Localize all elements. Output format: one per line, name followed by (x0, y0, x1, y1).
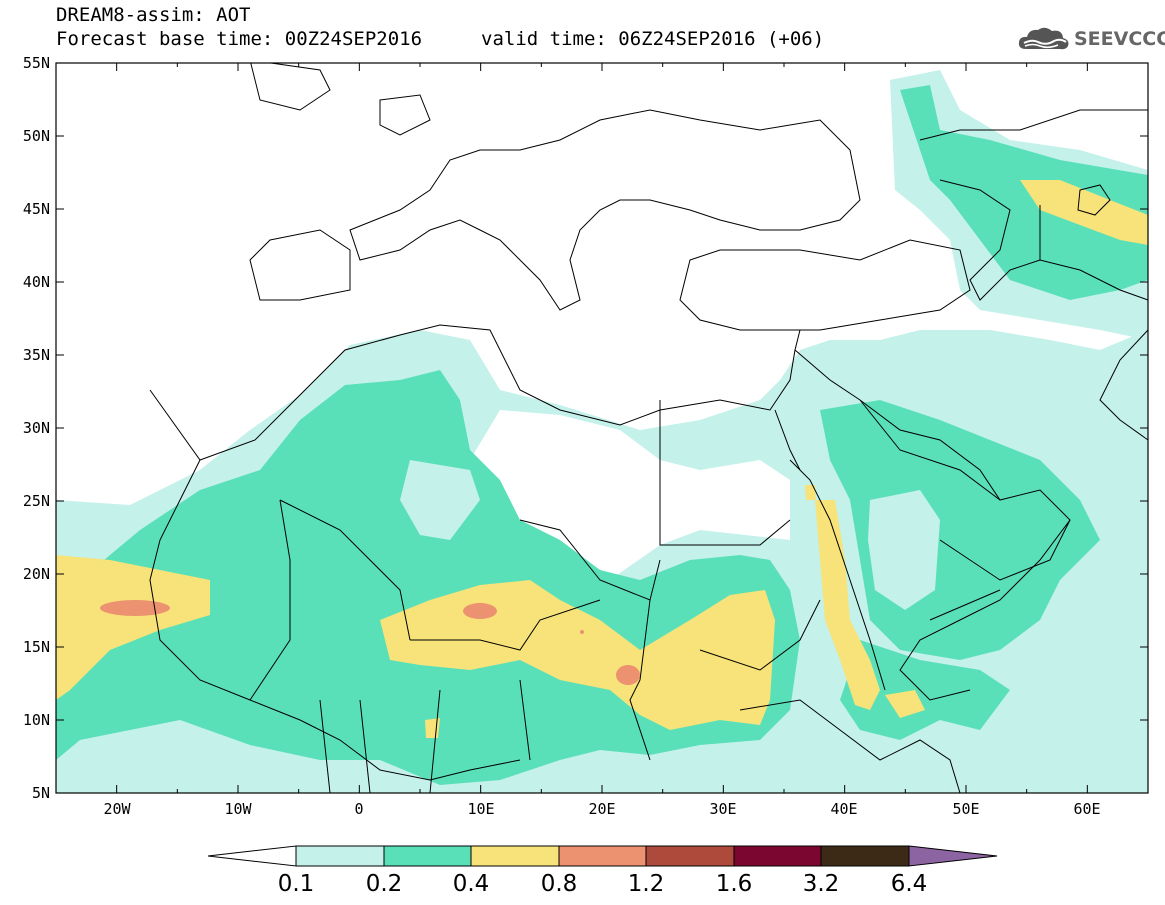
colorbar-label-0.4: 0.4 (452, 871, 490, 897)
colorbar-swatch-1.6 (733, 845, 822, 867)
lat-label-35n: 35N (22, 346, 50, 364)
colorbar-label-1.2: 1.2 (627, 871, 665, 897)
colorbar-swatch-0.1 (295, 845, 385, 867)
valid-time: valid time: 06Z24SEP2016 (+06) (481, 28, 825, 50)
lat-label-10n: 10N (22, 711, 50, 729)
map-title: DREAM8-assim: AOT (56, 4, 251, 26)
colorbar-label-0.2: 0.2 (365, 871, 403, 897)
lat-label-30n: 30N (22, 419, 50, 437)
lon-label-50e: 50E (952, 800, 980, 818)
lat-label-55n: 55N (22, 54, 50, 72)
logo-text: SEEVCCC (1074, 28, 1165, 50)
lon-label-20w: 20W (103, 800, 131, 818)
lon-label-0: 0 (354, 800, 364, 818)
lon-label-60e: 60E (1073, 800, 1101, 818)
cloud-icon (1018, 27, 1069, 50)
lat-label-25n: 25N (22, 492, 50, 510)
lat-label-20n: 20N (22, 565, 50, 583)
lat-label-50n: 50N (22, 127, 50, 145)
lat-label-40n: 40N (22, 273, 50, 291)
forecast-base-time: Forecast base time: 00Z24SEP2016 (56, 28, 423, 50)
aot-band-0.8 (100, 600, 640, 685)
lon-label-10e: 10E (467, 800, 495, 818)
colorbar-label-1.6: 1.6 (715, 871, 753, 897)
lon-label-20e: 20E (588, 800, 616, 818)
coastlines-borders (149, 63, 1148, 793)
colorbar-low-arrow (207, 845, 297, 867)
colorbar-swatch-0.4 (470, 845, 560, 867)
colorbar-label-0.1: 0.1 (277, 871, 315, 897)
colorbar-swatch-3.2 (820, 845, 910, 867)
colorbar-label-0.8: 0.8 (540, 871, 578, 897)
aot-hole-arabia (868, 490, 940, 610)
lon-label-30e: 30E (709, 800, 737, 818)
colorbar-label-3.2: 3.2 (802, 871, 840, 897)
colorbar (207, 845, 998, 867)
lat-label-15n: 15N (22, 638, 50, 656)
lon-label-10w: 10W (224, 800, 252, 818)
lat-label-45n: 45N (22, 200, 50, 218)
colorbar-swatch-1.2 (645, 845, 735, 867)
seevccc-logo: SEEVCCC (1018, 24, 1165, 54)
axis-ticks (55, 62, 1148, 794)
lat-label-5n: 5N (31, 784, 50, 802)
aot-fields (56, 70, 1148, 793)
colorbar-label-6.4: 6.4 (890, 871, 928, 897)
colorbar-high-arrow (908, 845, 998, 867)
lon-label-40e: 40E (830, 800, 858, 818)
colorbar-swatch-0.8 (558, 845, 647, 867)
colorbar-swatch-0.2 (383, 845, 472, 867)
